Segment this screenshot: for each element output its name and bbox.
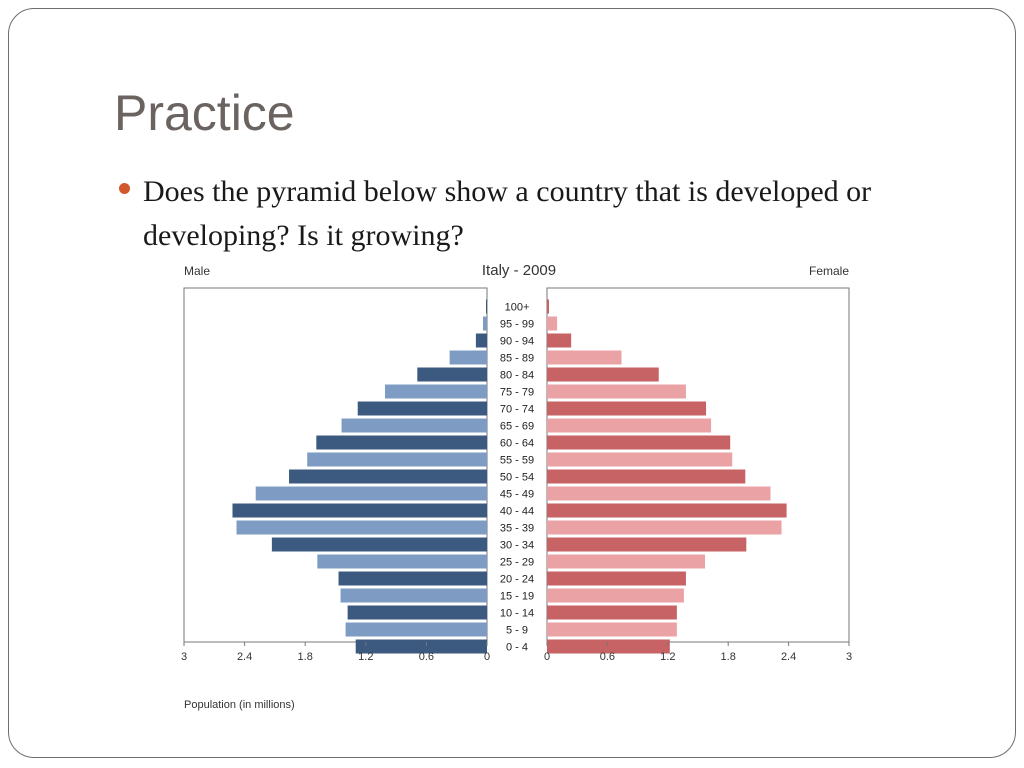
male-bar-30-34 [271,537,487,552]
female-bar-50-54 [547,469,746,484]
female-bar-25-29 [547,554,706,569]
age-group-label: 100+ [505,302,530,314]
male-bar-75-79 [384,384,487,399]
female-bar-100+ [547,299,550,314]
male-bar-10-14 [347,605,487,620]
male-bar-40-44 [232,503,487,518]
x-tick-label-male: 0 [484,651,490,663]
female-bar-45-49 [547,486,771,501]
bullet-icon [119,183,130,194]
x-tick-label-male: 1.8 [298,651,313,663]
age-group-label: 55 - 59 [500,455,534,467]
female-bar-5-9 [547,622,677,637]
female-bar-0-4 [547,639,670,654]
x-tick-label-male: 3 [181,651,187,663]
x-tick-label-female: 0.6 [600,651,615,663]
x-tick-label-female: 0 [544,651,550,663]
age-group-label: 80 - 84 [500,370,534,382]
age-group-label: 85 - 89 [500,353,534,365]
age-group-label: 20 - 24 [500,574,534,586]
age-group-label: 65 - 69 [500,421,534,433]
x-tick-label-female: 3 [846,651,852,663]
x-tick-label-male: 0.6 [419,651,434,663]
age-group-label: 35 - 39 [500,523,534,535]
age-group-label: 30 - 34 [500,540,534,552]
chart-title: Italy - 2009 [482,262,556,279]
female-bar-35-39 [547,520,782,535]
female-bar-30-34 [547,537,747,552]
x-tick-label-female: 2.4 [781,651,796,663]
female-bar-40-44 [547,503,787,518]
male-bar-60-64 [316,435,487,450]
female-bar-80-84 [547,367,659,382]
male-bar-95-99 [482,316,487,331]
male-bar-55-59 [307,452,487,467]
female-bar-10-14 [547,605,677,620]
age-group-label: 0 - 4 [506,642,528,654]
age-group-label: 15 - 19 [500,591,534,603]
female-bar-95-99 [547,316,558,331]
male-bar-20-24 [338,571,487,586]
x-tick-label-female: 1.2 [660,651,675,663]
age-group-label: 90 - 94 [500,336,534,348]
slide-frame [8,8,1016,758]
bullet-text: Does the pyramid below show a country th… [143,175,872,252]
male-bar-65-69 [341,418,487,433]
male-bar-25-29 [317,554,487,569]
male-bar-100+ [485,299,487,314]
age-group-label: 45 - 49 [500,489,534,501]
female-bar-20-24 [547,571,686,586]
female-bar-60-64 [547,435,731,450]
female-label: Female [809,264,849,278]
age-group-label: 70 - 74 [500,404,534,416]
age-group-label: 5 - 9 [506,625,528,637]
male-label: Male [184,264,210,278]
female-bar-70-74 [547,401,707,416]
male-bar-80-84 [417,367,487,382]
slide-title: Practice [114,85,295,141]
age-group-label: 60 - 64 [500,438,534,450]
male-bar-90-94 [475,333,487,348]
x-tick-label-male: 1.2 [358,651,373,663]
x-axis-label: Population (in millions) [184,699,295,711]
female-bar-90-94 [547,333,572,348]
age-group-label: 50 - 54 [500,472,534,484]
female-bar-85-89 [547,350,622,365]
female-bar-75-79 [547,384,686,399]
female-bar-55-59 [547,452,733,467]
male-bar-35-39 [236,520,487,535]
age-group-label: 95 - 99 [500,319,534,331]
male-bar-5-9 [345,622,487,637]
male-bar-50-54 [289,469,487,484]
male-bar-0-4 [355,639,487,654]
age-group-label: 10 - 14 [500,608,534,620]
male-bar-85-89 [449,350,487,365]
male-bar-45-49 [255,486,487,501]
age-group-label: 25 - 29 [500,557,534,569]
female-bar-65-69 [547,418,712,433]
male-bar-70-74 [357,401,487,416]
age-group-label: 75 - 79 [500,387,534,399]
population-pyramid-chart: Male Italy - 2009 Female 100+ 95 - 99 90 -… [181,262,852,711]
female-bar-15-19 [547,588,684,603]
x-tick-label-male: 2.4 [237,651,252,663]
age-group-label: 40 - 44 [500,506,534,518]
male-bar-15-19 [340,588,487,603]
x-tick-label-female: 1.8 [721,651,736,663]
